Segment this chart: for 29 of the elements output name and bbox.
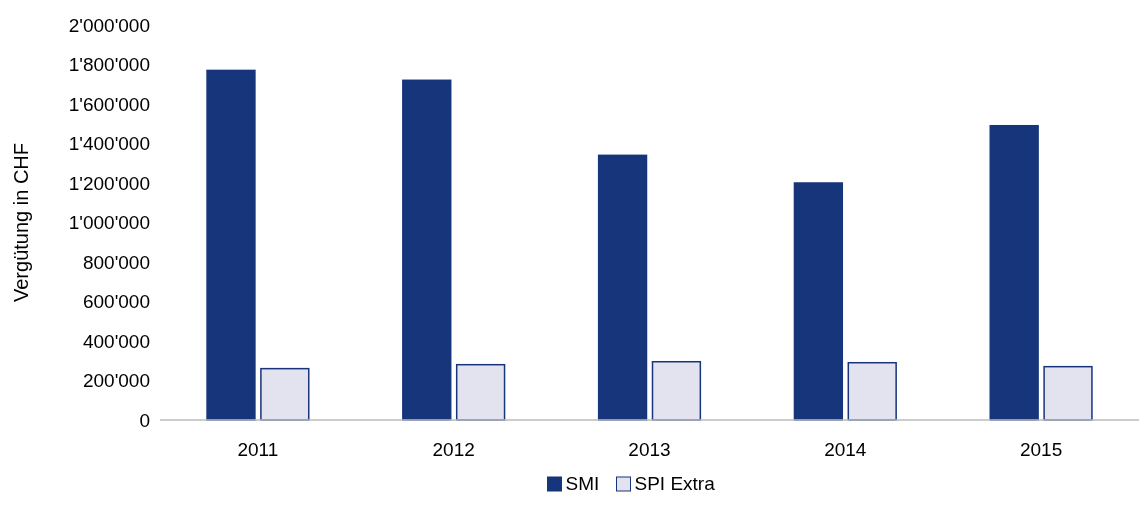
y-tick-label: 1'000'000 [68, 212, 150, 234]
y-tick-label: 1'800'000 [68, 54, 150, 76]
y-axis-title: Vergütung in CHF [10, 143, 32, 302]
y-tick-label: 0 [139, 409, 150, 431]
y-tick-label: 800'000 [82, 251, 150, 273]
y-tick-label: 1'400'000 [68, 133, 150, 155]
x-tick-label: 2014 [824, 439, 867, 460]
bar [989, 124, 1039, 421]
bar [260, 367, 310, 421]
legend-label: SMI [565, 473, 600, 494]
bar [206, 69, 256, 421]
y-tick-label: 400'000 [82, 330, 150, 352]
x-tick-label: 2013 [628, 439, 671, 460]
x-tick-label: 2012 [432, 439, 475, 460]
legend-label: SPI Extra [634, 473, 716, 494]
bar [651, 360, 702, 421]
bar [1043, 365, 1093, 421]
y-tick-label: 2'000'000 [68, 14, 150, 36]
bar [597, 154, 648, 421]
y-tick-label: 200'000 [82, 370, 150, 392]
bar [402, 79, 452, 421]
y-tick-label: 600'000 [82, 291, 150, 313]
bar [455, 363, 506, 421]
y-tick-label: 1'200'000 [68, 172, 150, 194]
bar [793, 182, 844, 421]
x-tick-label: 2011 [237, 439, 279, 460]
bar [847, 361, 897, 421]
y-tick-label: 1'600'000 [68, 93, 150, 115]
x-tick-label: 2015 [1019, 439, 1063, 460]
